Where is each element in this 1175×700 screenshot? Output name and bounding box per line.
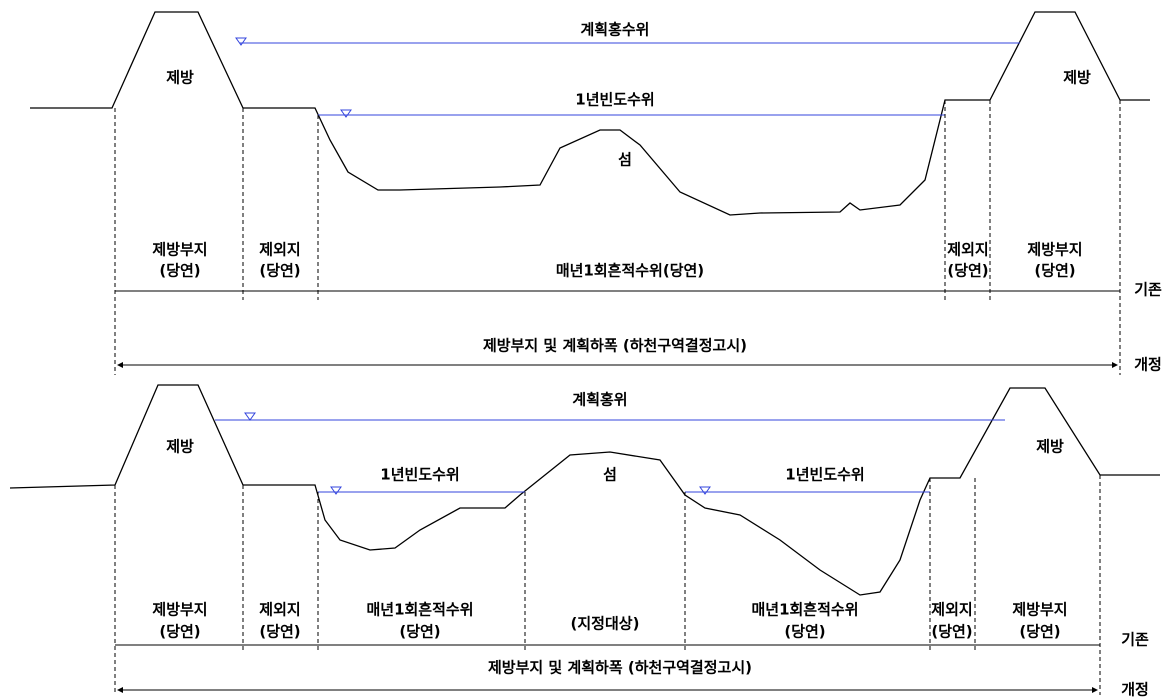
island-label: 섬 (618, 151, 632, 169)
zone-label: (당연) (1034, 262, 1075, 280)
zone-label: 제방부지 (1012, 601, 1067, 619)
flood-level: 계획홍수위 (580, 21, 649, 39)
levee-label: 제방 (166, 69, 194, 87)
revised-label: 개정 (1134, 356, 1162, 374)
zone-label: 제외지 (259, 601, 300, 619)
zone-label: (당연) (259, 262, 300, 280)
zone-label: 제외지 (259, 241, 300, 259)
annual-level: 1년빈도수위 (785, 466, 864, 484)
zone-label: 제방부지 (152, 601, 207, 619)
zone-label: 매년1회흔적수위 (751, 601, 858, 619)
zone-label: 제방부지 (1027, 241, 1082, 259)
span-label: 제방부지 및 계획하폭 (하천구역결정고시) (488, 659, 752, 677)
zone-label: (지정대상) (571, 615, 640, 633)
span-label: 제방부지 및 계획하폭 (하천구역결정고시) (483, 337, 747, 355)
zone-label: 제외지 (947, 241, 988, 259)
levee-label: 제방 (1063, 69, 1091, 87)
zone-label: (당연) (399, 623, 440, 641)
zone-label: 제외지 (931, 601, 972, 619)
zone-label: (당연) (1019, 623, 1060, 641)
panel-1: 계획홍수위 제방 제방 1년빈도수위 섬 제방부지 (당연) 제외지 (당연) … (30, 11, 1162, 375)
levee-label: 제방 (166, 438, 194, 456)
zone-label: (당연) (259, 623, 300, 641)
annual-level: 1년빈도수위 (380, 466, 459, 484)
panel-2: 계획홍위 제방 제방 1년빈도수위 섬 1년빈도수위 제방부지 (당연) 제외지… (9, 384, 1160, 699)
zone-label: (당연) (931, 623, 972, 641)
annual-level: 1년빈도수위 (575, 91, 654, 109)
zone-label: (당연) (784, 623, 825, 641)
zone-label: 매년1회흔적수위 (366, 601, 473, 619)
island-label: 섬 (603, 466, 617, 484)
zone-label: (당연) (947, 262, 988, 280)
existing-label: 기존 (1134, 281, 1162, 299)
zone-label: 제방부지 (152, 241, 207, 259)
zone-label: (당연) (159, 623, 200, 641)
existing-label: 기존 (1121, 631, 1149, 649)
zone-label: 매년1회흔적수위(당연) (556, 262, 704, 280)
revised-label: 개정 (1121, 681, 1149, 699)
flood-level: 계획홍위 (572, 391, 627, 409)
levee-label: 제방 (1036, 438, 1064, 456)
zone-label: (당연) (159, 262, 200, 280)
